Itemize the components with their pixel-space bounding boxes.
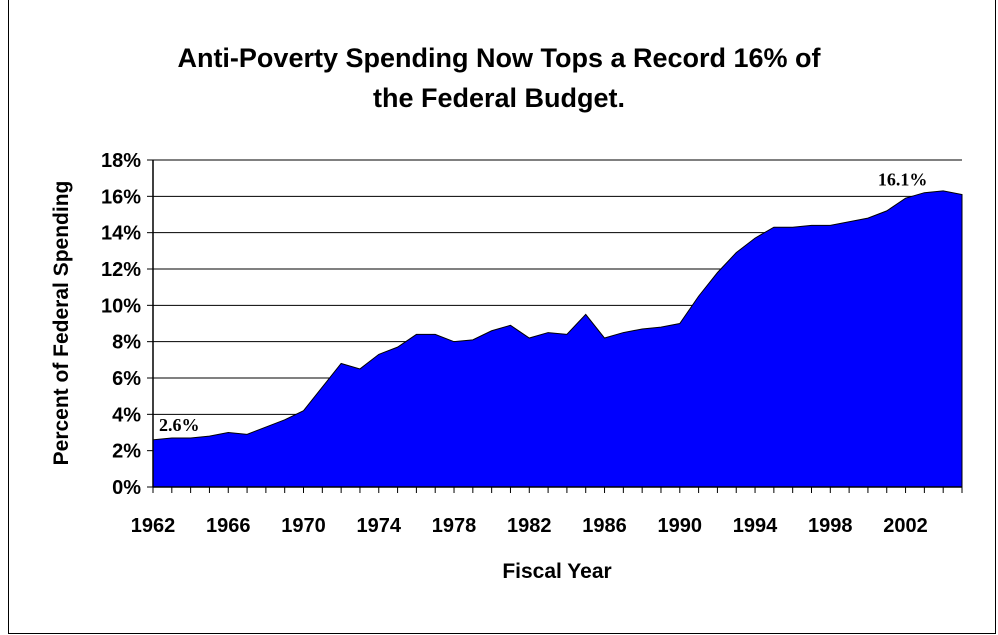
y-tick-label: 2%: [112, 441, 141, 463]
x-tick-label: 1994: [733, 515, 778, 537]
x-tick-label: 2002: [883, 515, 928, 537]
x-tick-label: 1970: [281, 515, 326, 537]
x-tick-label: 1990: [658, 515, 703, 537]
y-tick-label: 6%: [112, 368, 141, 390]
data-label-annotation: 16.1%: [878, 170, 928, 190]
x-tick-label: 1998: [808, 515, 853, 537]
x-axis-title: Fiscal Year: [502, 560, 611, 583]
y-tick-label: 4%: [112, 404, 141, 426]
chart-title: Anti-Poverty Spending Now Tops a Record …: [0, 38, 998, 118]
x-tick-label: 1986: [582, 515, 627, 537]
chart-title-line-1: Anti-Poverty Spending Now Tops a Record …: [177, 43, 821, 73]
x-tick-label: 1978: [432, 515, 477, 537]
y-tick-label: 14%: [101, 223, 141, 245]
y-tick-label: 10%: [101, 295, 141, 317]
x-tick-label: 1982: [507, 515, 552, 537]
x-tick-label: 1962: [131, 515, 176, 537]
series-area: [152, 190, 963, 488]
data-label-annotation: 2.6%: [159, 415, 200, 435]
y-tick-label: 18%: [101, 150, 141, 172]
y-tick-label: 16%: [101, 186, 141, 208]
y-axis-title: Percent of Federal Spending: [50, 181, 73, 466]
x-tick-label: 1974: [357, 515, 402, 537]
y-tick-label: 12%: [101, 259, 141, 281]
y-tick-label: 0%: [112, 477, 141, 499]
y-tick-label: 8%: [112, 332, 141, 354]
x-tick-label: 1966: [206, 515, 251, 537]
chart-title-line-2: the Federal Budget.: [372, 83, 626, 113]
